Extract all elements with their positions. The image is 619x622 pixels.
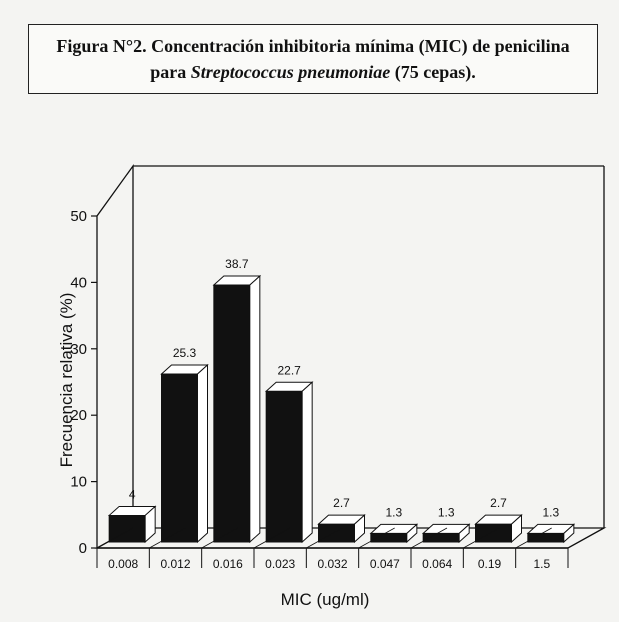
y-axis-label: Frecuencia relativa (%) [57,293,76,468]
floor-divider [306,527,343,549]
bar-front [370,532,408,543]
bar: 1.3 [526,505,576,544]
floor-divider [253,527,291,549]
bar: 4 [107,487,157,544]
bar-side [144,505,156,544]
x-tick-label: 0.023 [265,557,295,571]
y-tick-label: 0 [79,540,87,557]
floor-divider [410,527,448,549]
bar-data-label: 1.3 [438,505,455,519]
bar-side [511,513,522,544]
y-tick-label: 20 [70,407,87,424]
bars-group: 4 25.3 38.7 22.7 2.7 1.3 1.3 2.7 1.3 [107,257,576,544]
bar: 38.7 [212,257,262,544]
y-tick-label: 10 [70,474,87,491]
caption-line-1: Figura N°2. Concentración inhibitoria mí… [56,33,569,59]
floor-divider [149,527,186,549]
bar-front [475,523,512,543]
bar-data-label: 2.7 [333,496,350,510]
bar-data-label: 1.3 [385,505,402,519]
bar-data-label: 1.3 [542,505,559,519]
bar-data-label: 4 [129,487,136,501]
bar-front [527,532,565,543]
bar-side [301,381,313,544]
bar: 2.7 [474,496,523,544]
x-tick-label: 0.047 [370,557,400,571]
bar-front [265,390,303,543]
x-tick-label: 0.016 [213,557,243,571]
x-ticks-group: 0.008 0.012 0.016 0.023 0.032 0.047 0.064 0.19 1… [96,527,605,571]
caption-text-2-post: (75 cepas). [394,62,476,82]
x-tick-label: 0.064 [422,557,452,571]
caption-species: Streptococcus pneumoniae [190,62,391,82]
bar-side [563,523,575,544]
bar-data-label: 38.7 [225,257,249,271]
bar-front [213,284,251,543]
floor-divider [96,527,134,549]
x-tick-label: 0.032 [317,557,347,571]
x-tick-label: 0.19 [478,557,502,571]
x-tick-label: 1.5 [533,557,550,571]
x-axis-label: MIC (ug/ml) [281,590,370,609]
left-wall [96,163,134,548]
bar-data-label: 22.7 [277,363,301,377]
bar-side [354,513,365,544]
y-ticks-group: 0 10 20 30 40 50 [70,208,97,557]
floor-divider [463,527,500,549]
x-tick-label: 0.008 [108,557,138,571]
bar: 1.3 [369,505,419,544]
bar-front [161,373,198,543]
y-tick-label: 50 [70,208,87,225]
figure-caption: Figura N°2. Concentración inhibitoria mí… [28,24,598,94]
floor-divider [358,527,395,549]
y-tick-label: 30 [70,341,87,358]
caption-text-1: Concentración inhibitoria mínima (MIC) d… [151,36,570,56]
y-tick-label: 40 [70,274,87,291]
floor-divider [201,527,238,549]
bar-data-label: 2.7 [490,496,507,510]
floor-divider [567,527,605,549]
bar-side [249,274,261,544]
bar-data-label: 25.3 [173,346,197,360]
caption-prefix: Figura N°2. [56,36,147,56]
bar: 22.7 [264,363,314,544]
bar: 25.3 [160,346,209,544]
bar-side [458,523,470,544]
x-tick-label: 0.012 [160,557,190,571]
bar: 2.7 [317,496,366,544]
floor-divider [515,527,552,549]
caption-text-2-pre: para [150,62,187,82]
caption-line-2: para Streptococcus pneumoniae (75 cepas)… [150,59,476,85]
bar-side [197,363,208,544]
bar-side [406,523,418,544]
bar-front [318,523,355,543]
bar-front [422,532,460,543]
bar: 1.3 [421,505,471,544]
